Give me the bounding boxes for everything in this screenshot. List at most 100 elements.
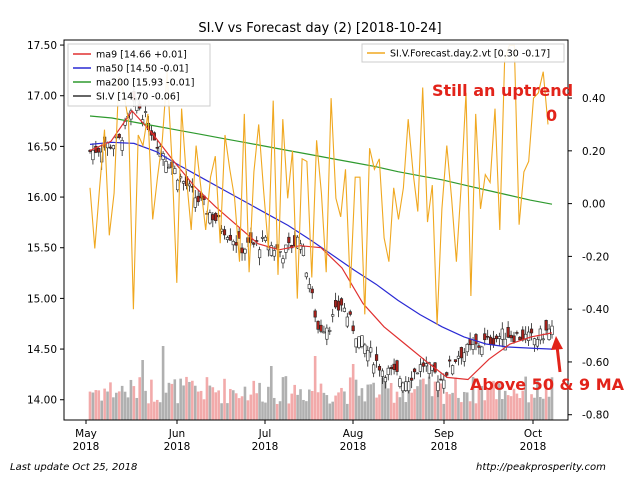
right-tick-label: -0.20 bbox=[582, 251, 609, 263]
candle-body bbox=[319, 324, 323, 332]
candle-body bbox=[263, 236, 268, 241]
volume-bar bbox=[167, 382, 171, 420]
volume-bar bbox=[267, 386, 270, 420]
volume-bar bbox=[290, 393, 294, 420]
candle-body bbox=[287, 236, 291, 244]
volume-bar bbox=[191, 380, 194, 420]
candle-body bbox=[535, 339, 539, 347]
volume-bar bbox=[498, 383, 501, 420]
volume-bar bbox=[252, 380, 256, 420]
volume-bar bbox=[337, 392, 340, 420]
candle-body bbox=[354, 338, 358, 348]
candle-body bbox=[392, 363, 396, 370]
volume-bar bbox=[141, 360, 144, 420]
candle-body bbox=[167, 166, 171, 169]
volume-bar bbox=[378, 394, 381, 420]
candle-body bbox=[269, 245, 273, 256]
candle-body bbox=[465, 344, 469, 353]
volume-bar bbox=[231, 390, 235, 420]
candle-body bbox=[512, 335, 516, 343]
volume-bar bbox=[115, 392, 118, 420]
candle-body bbox=[412, 368, 417, 373]
candle-body bbox=[360, 335, 364, 347]
volume-bar bbox=[489, 388, 492, 420]
legend-label: ma50 [14.50 -0.01] bbox=[96, 64, 188, 75]
candle-body bbox=[322, 331, 326, 334]
candle-body bbox=[366, 350, 370, 362]
volume-bar bbox=[427, 376, 431, 420]
x-tick-year: 2018 bbox=[340, 441, 367, 453]
volume-bar bbox=[401, 390, 405, 420]
x-tick-year: 2018 bbox=[431, 441, 458, 453]
left-tick-label: 14.50 bbox=[27, 344, 57, 356]
volume-bar bbox=[193, 385, 197, 420]
candle-body bbox=[389, 366, 393, 369]
left-tick-label: 15.50 bbox=[27, 243, 57, 255]
volume-bar bbox=[422, 378, 425, 420]
volume-bar bbox=[468, 401, 472, 420]
x-tick-year: 2018 bbox=[252, 441, 279, 453]
candle-body bbox=[334, 300, 338, 308]
candle-body bbox=[374, 354, 379, 361]
candle-body bbox=[529, 328, 534, 334]
volume-bar bbox=[419, 379, 422, 420]
volume-bar bbox=[208, 385, 212, 420]
volume-bar bbox=[533, 397, 536, 420]
candle-body bbox=[304, 272, 308, 278]
volume-bar bbox=[445, 391, 449, 420]
left-axis-ticks: 14.00 14.50 15.00 15.50 16.00 16.50 17.00 17.50 bbox=[27, 40, 64, 407]
volume-bar bbox=[465, 392, 469, 420]
volume-bar bbox=[129, 379, 133, 420]
candle-body bbox=[509, 334, 513, 339]
footer-source-url: http://peakprosperity.com bbox=[476, 462, 606, 473]
plot-frame bbox=[63, 39, 569, 421]
candle-body bbox=[357, 336, 361, 349]
volume-bar bbox=[120, 385, 124, 420]
candle-body bbox=[421, 362, 425, 367]
candle-body bbox=[257, 249, 262, 259]
candle-body bbox=[316, 320, 320, 330]
candle-body bbox=[108, 146, 113, 149]
legend-label: ma9 [14.66 +0.01] bbox=[96, 50, 187, 61]
candle-body bbox=[497, 336, 501, 339]
volume-bar bbox=[375, 397, 378, 420]
candle-body bbox=[503, 338, 507, 351]
volume-bar bbox=[258, 382, 261, 420]
candle-body bbox=[436, 381, 440, 391]
candle-body bbox=[214, 213, 218, 222]
x-tick-label: Oct bbox=[524, 428, 542, 440]
annotation-above-ma: Above 50 & 9 MA bbox=[470, 375, 625, 394]
candle-body bbox=[448, 359, 452, 362]
candle-body bbox=[369, 347, 373, 353]
right-tick-label: 0.00 bbox=[582, 199, 605, 211]
candle-body bbox=[450, 365, 455, 375]
volume-bar bbox=[495, 399, 498, 420]
volume-bar bbox=[158, 402, 162, 420]
volume-bar bbox=[310, 390, 314, 420]
volume-bar bbox=[331, 401, 334, 420]
volume-bar bbox=[182, 385, 185, 420]
volume-bar bbox=[524, 376, 527, 420]
left-tick-label: 15.00 bbox=[27, 293, 57, 305]
candle-body bbox=[459, 347, 463, 359]
candle-body bbox=[550, 325, 554, 335]
volume-bar bbox=[196, 391, 200, 420]
volume-bar bbox=[284, 376, 288, 420]
left-tick-label: 16.50 bbox=[27, 141, 57, 153]
volume-bar bbox=[430, 396, 434, 420]
volume-bar bbox=[319, 383, 323, 420]
x-tick-label: Jul bbox=[258, 428, 272, 440]
volume-bar bbox=[293, 384, 296, 420]
candle-body bbox=[474, 334, 478, 345]
candle-body bbox=[471, 344, 475, 350]
volume-bar bbox=[354, 379, 358, 420]
candle-body bbox=[155, 147, 159, 149]
candle-body bbox=[225, 237, 230, 240]
volume-bar bbox=[226, 403, 229, 420]
volume-bar bbox=[343, 391, 346, 420]
volume-bar bbox=[536, 378, 539, 420]
candle-body bbox=[111, 145, 115, 150]
volume-bar bbox=[366, 384, 370, 420]
volume-bar bbox=[176, 403, 180, 420]
candle-body bbox=[117, 133, 121, 138]
